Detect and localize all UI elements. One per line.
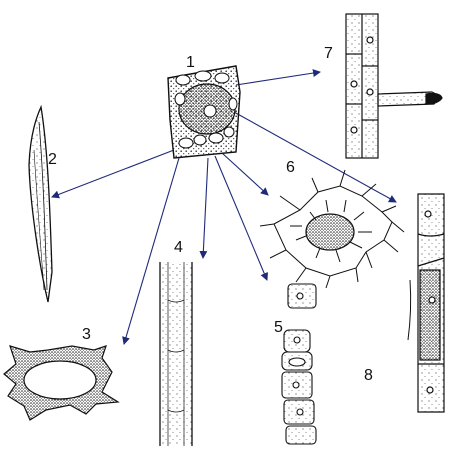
arrow-to-2 [51, 149, 175, 199]
label-2: 2 [48, 151, 57, 168]
label-6: 6 [286, 159, 295, 176]
arrow-to-6 [221, 152, 269, 196]
label-4: 4 [174, 239, 183, 256]
arrow-to-3 [122, 157, 180, 345]
arrow-to-8 [233, 111, 397, 203]
arrow-to-5 [214, 155, 268, 281]
arrow-to-7 [235, 69, 321, 86]
cell-8-sieve-tube [407, 193, 445, 413]
cell-7-root-hair [345, 13, 443, 159]
label-1: 1 [186, 54, 195, 71]
cell-4-vessel [159, 262, 193, 446]
label-5: 5 [274, 319, 283, 336]
cell-5-chain [281, 283, 317, 445]
cell-1-parenchyma [167, 65, 241, 159]
arrows [51, 69, 397, 345]
cell-2-fiber [28, 104, 53, 303]
label-3: 3 [82, 326, 91, 343]
arrow-to-4 [199, 157, 209, 259]
cell-3-stellate [3, 345, 120, 421]
label-8: 8 [364, 367, 373, 384]
label-7: 7 [324, 45, 333, 62]
cell-6-radiating [259, 169, 405, 289]
